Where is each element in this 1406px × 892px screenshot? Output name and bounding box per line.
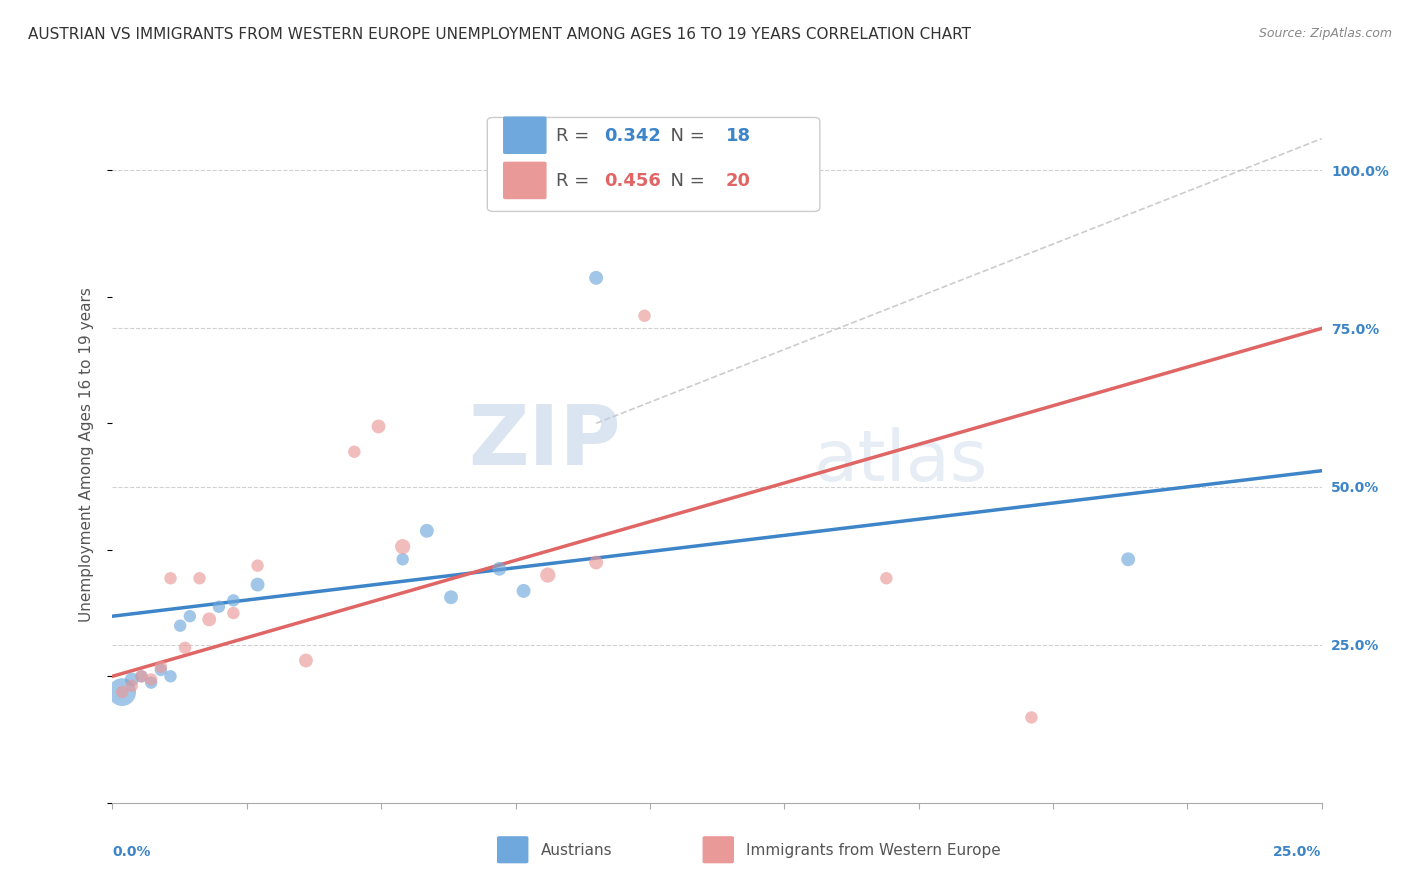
Point [585,556,607,570]
Point [537,568,560,582]
Point [141,673,163,687]
Point [149,660,172,674]
Point [121,679,143,693]
Point [1021,710,1043,724]
FancyBboxPatch shape [496,836,529,863]
Point [488,562,510,576]
FancyBboxPatch shape [488,118,820,211]
Point [131,669,153,683]
FancyBboxPatch shape [703,836,734,863]
Point [295,653,318,667]
Point [141,675,163,690]
Point [208,599,231,614]
Text: 0.342: 0.342 [605,127,661,145]
Text: 20: 20 [725,172,751,190]
Point [169,618,191,632]
Point [159,571,181,585]
Point [367,419,389,434]
Point [174,640,197,655]
Point [585,270,607,285]
Point [179,609,201,624]
FancyBboxPatch shape [503,161,547,199]
Point [391,540,413,554]
Point [343,444,366,458]
Text: AUSTRIAN VS IMMIGRANTS FROM WESTERN EUROPE UNEMPLOYMENT AMONG AGES 16 TO 19 YEAR: AUSTRIAN VS IMMIGRANTS FROM WESTERN EURO… [28,27,972,42]
FancyBboxPatch shape [503,117,547,154]
Point [222,606,245,620]
Y-axis label: Unemployment Among Ages 16 to 19 years: Unemployment Among Ages 16 to 19 years [79,287,94,623]
Point [1116,552,1139,566]
Text: ZIP: ZIP [468,401,620,482]
Point [440,591,463,605]
Point [416,524,439,538]
Point [149,663,172,677]
Text: atlas: atlas [814,427,988,496]
Point [246,577,269,591]
Text: Austrians: Austrians [540,843,612,857]
Text: 25.0%: 25.0% [1274,845,1322,858]
Point [391,552,413,566]
Point [111,685,134,699]
Point [111,685,134,699]
Point [198,612,221,626]
Text: 18: 18 [725,127,751,145]
Text: R =: R = [557,172,595,190]
Text: R =: R = [557,127,595,145]
Point [875,571,897,585]
Point [131,669,153,683]
Text: N =: N = [659,127,710,145]
Point [222,593,245,607]
Text: Source: ZipAtlas.com: Source: ZipAtlas.com [1258,27,1392,40]
Text: N =: N = [659,172,710,190]
Point [121,673,143,687]
Text: 0.0%: 0.0% [112,845,150,858]
Text: Immigrants from Western Europe: Immigrants from Western Europe [747,843,1001,857]
Point [246,558,269,573]
Point [633,309,655,323]
Point [188,571,211,585]
Point [159,669,181,683]
Point [512,583,534,598]
Text: 0.456: 0.456 [605,172,661,190]
